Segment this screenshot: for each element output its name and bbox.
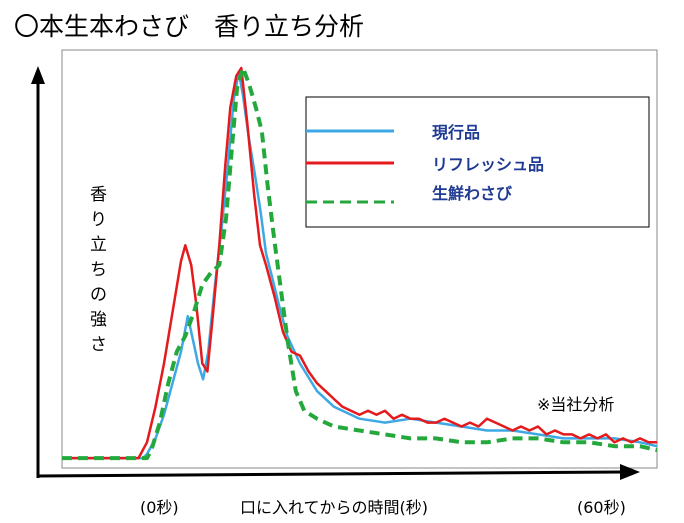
x-axis	[37, 470, 623, 478]
legend-label-refresh: リフレッシュ品	[432, 155, 544, 174]
series-line-0	[62, 70, 658, 460]
y-axis-label: 香り立ちの強さ	[90, 185, 107, 355]
x-end-label: (60秒)	[577, 498, 626, 517]
chart-title: 〇本生本わさび 香り立ち分析	[14, 12, 364, 41]
series-line-2	[62, 66, 658, 461]
series-layer	[62, 66, 658, 461]
legend-label-fresh: 生鮮わさび	[432, 184, 513, 203]
x-axis-label: 口に入れてからの時間(秒)	[240, 498, 428, 517]
legend: 現行品 リフレッシュ品 生鮮わさび	[305, 96, 650, 228]
y-axis-arrow-icon	[31, 66, 45, 84]
plot-frame	[61, 49, 658, 469]
series-line-1	[62, 66, 657, 460]
legend-label-current: 現行品	[432, 123, 480, 142]
x-start-label: (0秒)	[140, 498, 179, 517]
analysis-note: ※当社分析	[537, 395, 614, 414]
x-axis-arrow-icon	[620, 464, 640, 480]
